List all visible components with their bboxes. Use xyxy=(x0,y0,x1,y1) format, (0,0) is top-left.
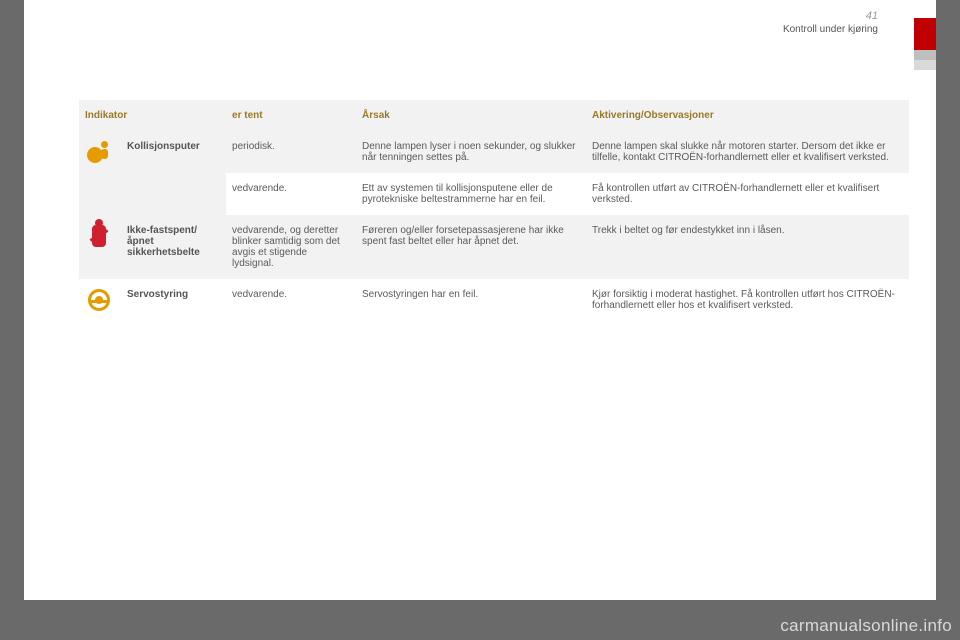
indicator-state: periodisk. xyxy=(226,131,356,173)
indicator-icon-cell xyxy=(79,279,121,321)
table-row: Servostyring vedvarende. Servostyringen … xyxy=(79,279,909,321)
col-action: Aktivering/Observasjoner xyxy=(586,100,909,131)
watermark: carmanualsonline.info xyxy=(780,616,952,636)
indicator-state: vedvarende. xyxy=(226,173,356,215)
edge-tab xyxy=(914,50,936,60)
airbag-icon xyxy=(87,141,111,165)
indicator-name: Servostyring xyxy=(121,279,226,321)
table-row: Ikke-fastspent/ åpnet sikkerhetsbelte ve… xyxy=(79,215,909,279)
indicator-table: Indikator er tent Årsak Aktivering/Obser… xyxy=(79,100,909,321)
indicator-action: Kjør forsiktig i moderat hastighet. Få k… xyxy=(586,279,909,321)
indicator-name: Kollisjonsputer xyxy=(121,131,226,215)
col-cause: Årsak xyxy=(356,100,586,131)
manual-page: 41 Kontroll under kjøring Indikator er t… xyxy=(24,0,936,600)
edge-tab xyxy=(914,60,936,70)
indicator-cause: Ett av systemen til kollisjonsputene ell… xyxy=(356,173,586,215)
indicator-cause: Føreren og/eller forsetepassasjerene har… xyxy=(356,215,586,279)
steering-icon xyxy=(88,289,110,311)
col-indicator: Indikator xyxy=(79,100,226,131)
section-title: Kontroll under kjøring xyxy=(783,24,878,35)
indicator-state: vedvarende, og deretter blinker samtidig… xyxy=(226,215,356,279)
indicator-action: Denne lampen skal slukke når motoren sta… xyxy=(586,131,909,173)
page-number: 41 xyxy=(866,10,878,22)
edge-tab-active xyxy=(914,18,936,50)
indicator-name: Ikke-fastspent/ åpnet sikkerhetsbelte xyxy=(121,215,226,279)
table-row: Kollisjonsputer periodisk. Denne lampen … xyxy=(79,131,909,173)
indicator-cause: Denne lampen lyser i noen sekunder, og s… xyxy=(356,131,586,173)
table-header-row: Indikator er tent Årsak Aktivering/Obser… xyxy=(79,100,909,131)
indicator-icon-cell xyxy=(79,215,121,279)
col-state: er tent xyxy=(226,100,356,131)
seatbelt-icon xyxy=(92,225,106,247)
indicator-action: Trekk i beltet og før endestykket inn i … xyxy=(586,215,909,279)
indicator-state: vedvarende. xyxy=(226,279,356,321)
indicator-action: Få kontrollen utført av CITROËN-forhandl… xyxy=(586,173,909,215)
indicator-cause: Servostyringen har en feil. xyxy=(356,279,586,321)
indicator-icon-cell xyxy=(79,131,121,215)
